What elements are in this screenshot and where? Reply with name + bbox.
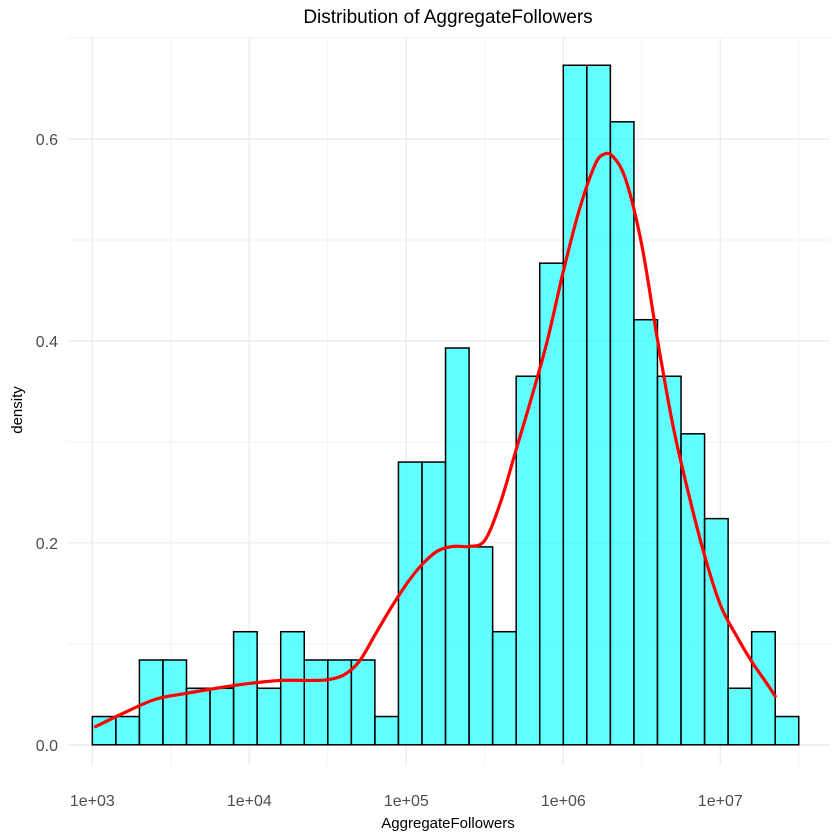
density-curve-line	[93, 151, 777, 729]
histogram-bar	[727, 687, 753, 746]
x-tick-label: 1e+05	[384, 793, 429, 810]
histogram-bar	[562, 64, 588, 746]
histogram-bar	[468, 546, 494, 746]
density-curve	[93, 151, 777, 729]
axis-ticks: 1e+03 1e+04 1e+05 1e+06 1e+07 0.0 0.2 0.4 0.6	[36, 132, 743, 810]
histogram-bar	[209, 687, 235, 746]
histogram-bar	[185, 687, 211, 746]
x-tick-label: 1e+06	[541, 793, 586, 810]
y-tick-label: 0.2	[36, 536, 58, 553]
histogram-bar	[586, 64, 612, 746]
y-tick-label: 0.4	[36, 334, 58, 351]
histogram-bar	[350, 659, 376, 746]
histogram-bar	[279, 630, 306, 746]
histogram-bar	[633, 318, 659, 746]
histogram-bar	[232, 630, 258, 746]
histogram-bar	[115, 715, 141, 746]
x-axis-label: AggregateFollowers	[381, 815, 514, 832]
histogram-bar	[538, 262, 565, 746]
y-axis-label: density	[9, 386, 26, 434]
histogram-bar	[609, 121, 635, 746]
histogram-bar	[256, 687, 282, 746]
histogram-bar	[491, 630, 517, 746]
histogram-bar	[374, 715, 400, 746]
histogram-bar	[703, 517, 729, 746]
chart-title: Distribution of AggregateFollowers	[303, 7, 592, 28]
histogram-bar	[774, 715, 800, 746]
histogram-bar	[750, 630, 776, 746]
histogram-bar	[397, 461, 423, 746]
y-tick-label: 0.0	[36, 738, 58, 755]
histogram-bar	[656, 375, 682, 746]
histogram-bars	[91, 64, 800, 746]
x-tick-label: 1e+04	[227, 793, 272, 810]
histogram-bar	[421, 461, 447, 746]
x-tick-label: 1e+07	[698, 793, 743, 810]
histogram-bar	[162, 659, 188, 746]
histogram-bar	[303, 659, 329, 746]
histogram-bar	[515, 375, 541, 746]
x-tick-label: 1e+03	[70, 793, 115, 810]
y-tick-label: 0.6	[36, 132, 58, 149]
